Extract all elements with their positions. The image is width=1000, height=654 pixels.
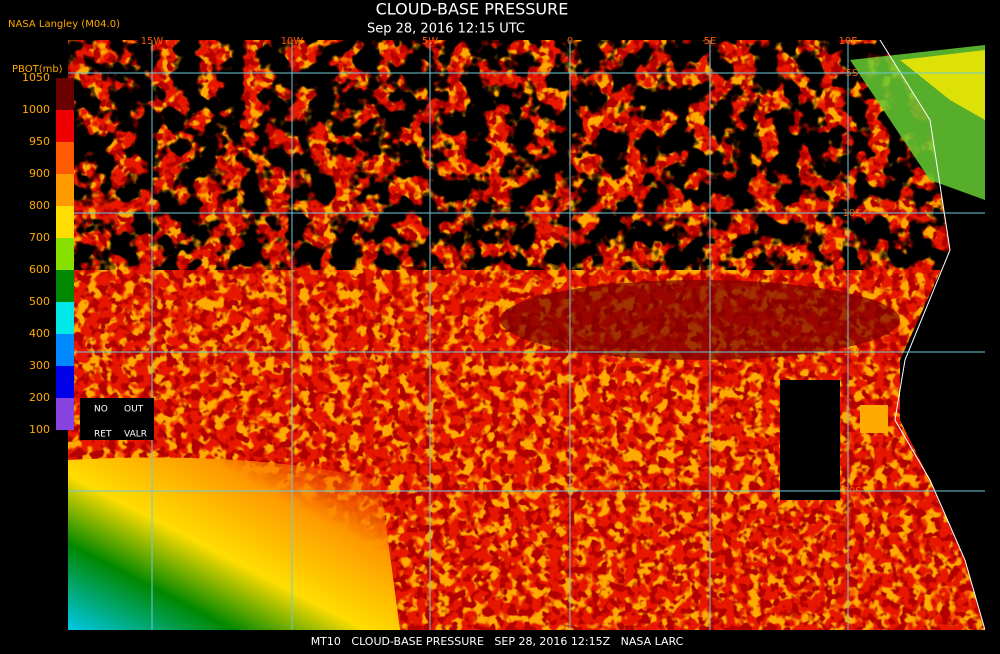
colorbar-tick-label: 200 — [29, 391, 50, 404]
latitude-label: 10S — [842, 208, 861, 219]
longitude-label: 5W — [422, 36, 438, 47]
colorbar-tick-label: 800 — [29, 199, 50, 212]
footer: MT10 CLOUD-BASE PRESSURE SEP 28, 2016 12… — [311, 635, 684, 648]
colorbar: 1050 1000 950 900 800 700 600 500 400 300 200 100 — [22, 71, 74, 436]
longitude-label: 10W — [281, 36, 304, 47]
colorbar-band — [56, 110, 74, 142]
colorbar-band — [56, 206, 74, 238]
colorbar-tick-label: 400 — [29, 327, 50, 340]
colorbar-band — [56, 78, 74, 110]
colorbar-tick-label: 1050 — [22, 71, 50, 84]
source: NASA Langley (M04.0) — [8, 19, 120, 30]
colorbar-band — [56, 270, 74, 302]
lat-lon-grid: 15W 10W 5W 0 5E 10E 5S 10S 15S 20S — [68, 36, 985, 630]
colorbar-tick-label: 600 — [29, 263, 50, 276]
subtitle: Sep 28, 2016 12:15 UTC — [367, 22, 525, 37]
imagery — [68, 40, 985, 630]
colorbar-tick-label: 100 — [29, 423, 50, 436]
colorbar-tick-label: 950 — [29, 135, 50, 148]
colorbar-tick-label: 700 — [29, 231, 50, 244]
latitude-label: 5S — [846, 68, 859, 79]
title: CLOUD-BASE PRESSURE — [376, 0, 569, 19]
latitude-label: 15S — [842, 347, 861, 358]
legend-box — [80, 398, 154, 440]
legend-item: NO — [94, 405, 108, 415]
longitude-label: 15W — [141, 36, 164, 47]
colorbar-label: PBOT(mb) — [12, 64, 63, 75]
legend-item: RET — [94, 430, 112, 440]
longitude-label: 10E — [838, 36, 857, 47]
colorbar-band — [56, 334, 74, 366]
colorbar-band — [56, 238, 74, 270]
colorbar-band — [56, 142, 74, 174]
colorbar-tick-label: 300 — [29, 359, 50, 372]
longitude-label: 0 — [567, 36, 573, 47]
colorbar-band — [56, 174, 74, 206]
legend-item: OUT — [124, 405, 144, 415]
longitude-label: 5E — [704, 36, 717, 47]
colorbar-band — [56, 398, 74, 430]
legend-item: VALR — [124, 430, 147, 440]
colorbar-tick-label: 1000 — [22, 103, 50, 116]
latitude-label: 20S — [842, 486, 861, 497]
colorbar-band — [56, 302, 74, 334]
colorbar-band — [56, 366, 74, 398]
colorbar-tick-label: 500 — [29, 295, 50, 308]
colorbar-tick-label: 900 — [29, 167, 50, 180]
